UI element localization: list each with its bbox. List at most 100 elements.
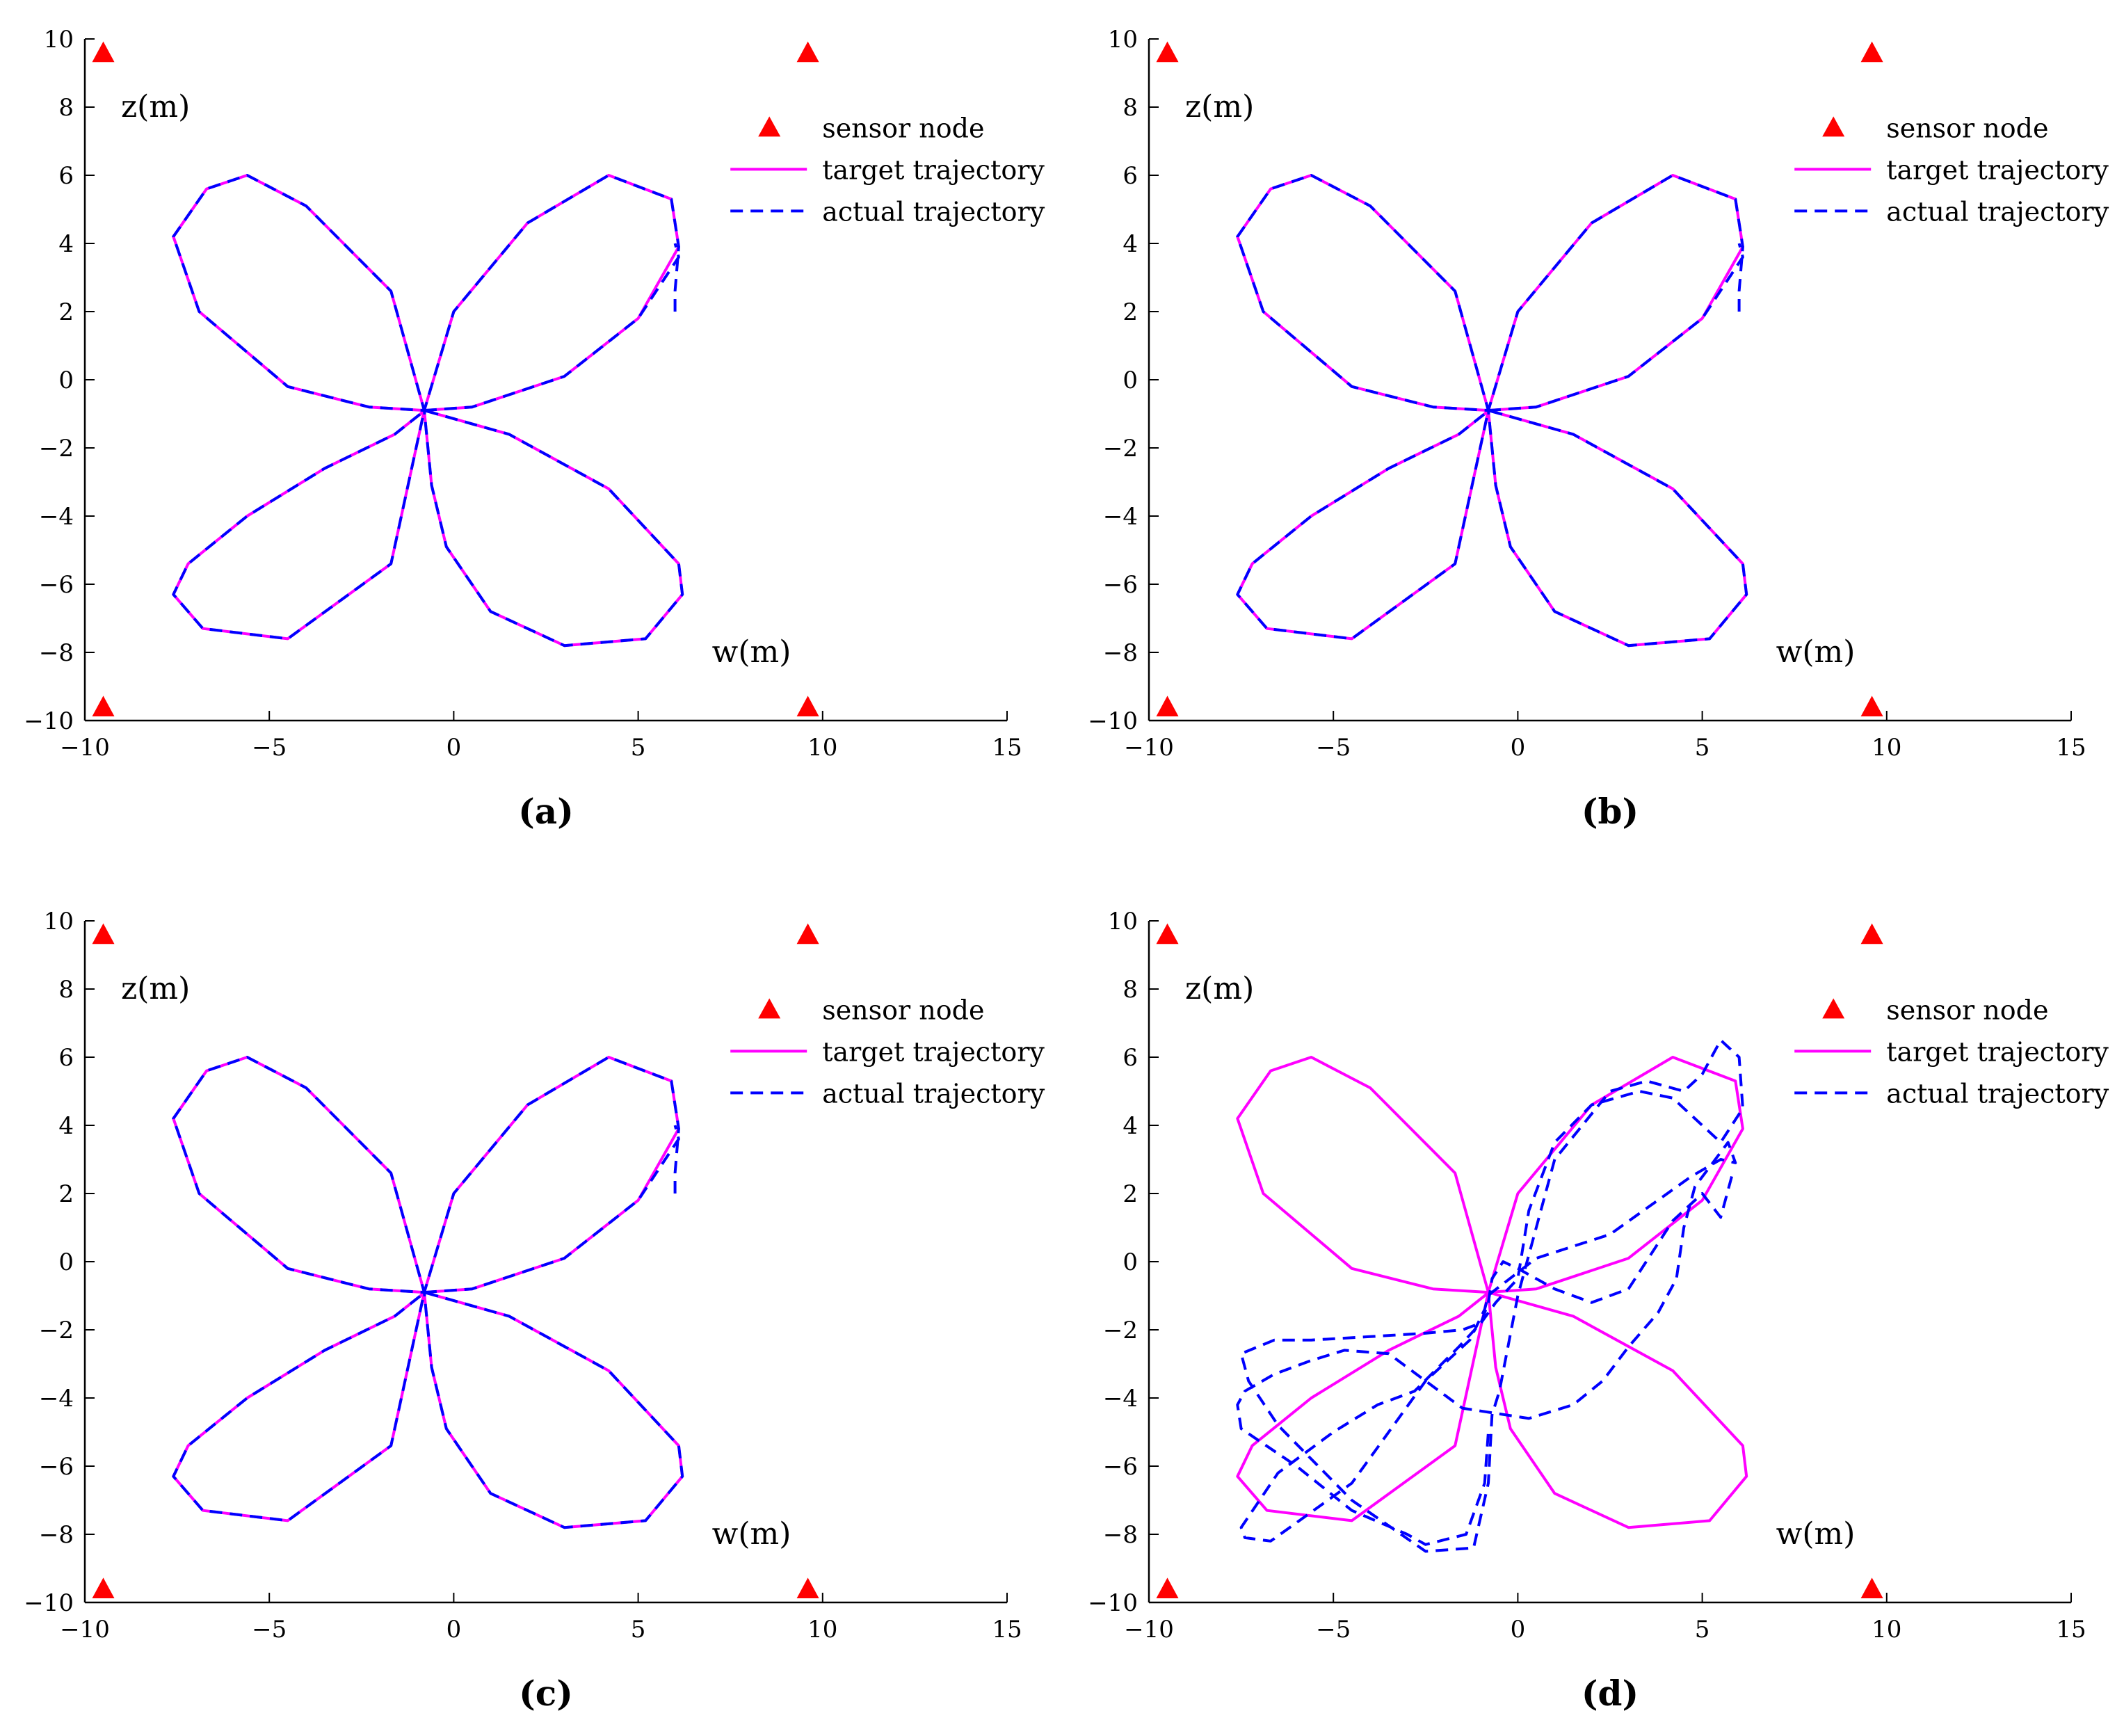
- panel-b: −10 −5 0 5 10 15 −10 −8 −6 −4 −2 0 2 4 6 8 10 z(m) w(m) sen…: [1088, 26, 2109, 832]
- panel-d: −10 −5 0 5 10 15 −10 −8 −6 −4 −2 0 2 4 6 8 10 z(m) w(m) sen…: [1088, 908, 2109, 1714]
- x-tick-label: 5: [631, 1616, 646, 1643]
- x-tick-label: 10: [1872, 1616, 1901, 1643]
- legend-sensor-node-label: sensor node: [822, 113, 984, 143]
- y-tick-label: 2: [1123, 1180, 1138, 1208]
- legend-target-trajectory-label: target trajectory: [1886, 154, 2109, 185]
- x-tick-label: −5: [252, 734, 287, 762]
- x-axis-label: w(m): [1776, 634, 1856, 670]
- actual-trajectory-line: [172, 174, 684, 648]
- y-tick-label: 10: [44, 26, 74, 54]
- x-tick-label: −5: [1316, 1616, 1351, 1643]
- y-axis-label: z(m): [1185, 971, 1254, 1006]
- sensor-node-marker: [1860, 696, 1883, 716]
- y-tick-label: 6: [58, 1044, 74, 1072]
- sensor-node-marker: [92, 696, 115, 716]
- actual-trajectory-line: [1236, 174, 1748, 648]
- y-tick-label: −8: [1103, 1521, 1138, 1549]
- y-tick-label: 6: [1123, 162, 1138, 190]
- x-tick-label: 10: [1872, 734, 1901, 762]
- legend-target-trajectory-label: target trajectory: [822, 154, 1045, 185]
- legend-sensor-node-label: sensor node: [822, 995, 984, 1025]
- y-tick-label: −10: [24, 707, 74, 735]
- y-tick-label: 0: [58, 1248, 74, 1276]
- x-tick-label: 15: [2056, 1616, 2086, 1643]
- actual-trajectory-line: [172, 1056, 684, 1529]
- y-tick-label: −2: [39, 1317, 74, 1344]
- sensor-node-marker: [1156, 923, 1179, 945]
- y-tick-label: −4: [39, 503, 74, 531]
- x-tick-label: 5: [1695, 1616, 1710, 1643]
- panel-a: −10 −5 0 5 10 15 −10 −8 −6 −4 −2 0 2 4 6 8 10 z(m) w(m) sen…: [24, 26, 1045, 832]
- y-tick-label: 6: [1123, 1044, 1138, 1072]
- y-tick-label: −2: [1103, 435, 1138, 463]
- panel-c: −10 −5 0 5 10 15 −10 −8 −6 −4 −2 0 2 4 6 8 10 z(m) w(m) sen…: [24, 908, 1045, 1714]
- x-tick-label: 10: [807, 734, 837, 762]
- sensor-node-marker: [92, 1577, 115, 1598]
- legend-sensor-node-label: sensor node: [1886, 995, 2048, 1025]
- sensor-node-marker: [1156, 41, 1179, 63]
- y-tick-label: −8: [39, 1521, 74, 1549]
- x-axis-label: w(m): [712, 634, 791, 670]
- x-tick-label: 15: [992, 1616, 1022, 1643]
- legend-sensor-node-marker: [758, 998, 781, 1019]
- y-axis-label: z(m): [121, 89, 190, 124]
- y-tick-label: 4: [1123, 230, 1138, 258]
- sensor-node-marker: [1860, 923, 1883, 945]
- sensor-node-marker: [796, 923, 819, 945]
- target-trajectory-line: [1236, 1056, 1748, 1529]
- y-tick-label: 8: [58, 976, 74, 1004]
- y-tick-label: −6: [1103, 571, 1138, 599]
- x-axis-label: w(m): [1776, 1516, 1856, 1552]
- panel-label: (a): [518, 791, 574, 832]
- x-tick-label: 5: [631, 734, 646, 762]
- sensor-node-marker: [1156, 1577, 1179, 1598]
- panel-label: (c): [519, 1673, 573, 1714]
- y-tick-label: 0: [1123, 367, 1138, 394]
- y-tick-label: −6: [1103, 1453, 1138, 1481]
- x-tick-label: −5: [252, 1616, 287, 1643]
- x-tick-label: −10: [1124, 734, 1174, 762]
- x-tick-label: 0: [1511, 1616, 1526, 1643]
- y-tick-label: 10: [1108, 908, 1138, 935]
- x-tick-label: −10: [1124, 1616, 1174, 1643]
- legend-actual-trajectory-label: actual trajectory: [822, 196, 1045, 227]
- y-axis-label: z(m): [121, 971, 190, 1006]
- y-tick-label: −2: [1103, 1317, 1138, 1344]
- sensor-node-marker: [1860, 1577, 1883, 1598]
- x-tick-label: 5: [1695, 734, 1710, 762]
- x-tick-label: 0: [446, 1616, 462, 1643]
- y-tick-label: 8: [1123, 976, 1138, 1004]
- x-tick-label: −10: [60, 1616, 110, 1643]
- y-tick-label: −4: [1103, 1385, 1138, 1413]
- y-tick-label: 6: [58, 162, 74, 190]
- sensor-node-marker: [796, 41, 819, 63]
- y-axis-label: z(m): [1185, 89, 1254, 124]
- sensor-node-marker: [796, 1577, 819, 1598]
- y-tick-label: −10: [24, 1589, 74, 1617]
- actual-trajectory-line: [1236, 1038, 1744, 1553]
- y-tick-label: −6: [39, 1453, 74, 1481]
- x-tick-label: 10: [807, 1616, 837, 1643]
- y-tick-label: −4: [39, 1385, 74, 1413]
- y-tick-label: −2: [39, 435, 74, 463]
- y-tick-label: −8: [1103, 639, 1138, 667]
- x-tick-label: −10: [60, 734, 110, 762]
- y-tick-label: −4: [1103, 503, 1138, 531]
- x-tick-label: 0: [1511, 734, 1526, 762]
- y-tick-label: 4: [1123, 1112, 1138, 1140]
- x-tick-label: 15: [992, 734, 1022, 762]
- y-tick-label: −10: [1088, 1589, 1138, 1617]
- sensor-node-marker: [92, 923, 115, 945]
- y-tick-label: 2: [1123, 298, 1138, 326]
- legend-actual-trajectory-label: actual trajectory: [1886, 1078, 2109, 1109]
- y-tick-label: 10: [44, 908, 74, 935]
- legend-sensor-node-label: sensor node: [1886, 113, 2048, 143]
- legend-sensor-node-marker: [1822, 116, 1845, 137]
- sensor-node-marker: [1860, 41, 1883, 63]
- x-axis-label: w(m): [712, 1516, 791, 1552]
- y-tick-label: −8: [39, 639, 74, 667]
- y-tick-label: 8: [1123, 94, 1138, 122]
- legend-sensor-node-marker: [1822, 998, 1845, 1019]
- y-tick-label: 0: [1123, 1248, 1138, 1276]
